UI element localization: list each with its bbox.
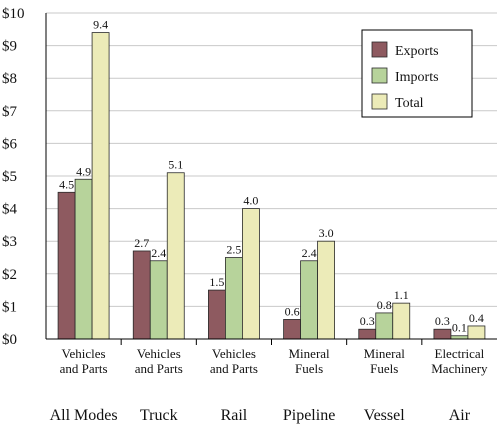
data-label: 0.4 bbox=[469, 311, 484, 325]
data-label: 0.1 bbox=[452, 321, 467, 335]
legend: Exports Imports Total bbox=[361, 29, 473, 118]
bar-total bbox=[467, 325, 486, 340]
data-label: 9.4 bbox=[93, 18, 108, 32]
bar-total bbox=[242, 208, 260, 340]
data-label: 2.5 bbox=[226, 243, 241, 257]
data-label: 1.5 bbox=[209, 275, 224, 289]
bar-imports bbox=[149, 260, 168, 340]
category-label: Mineral bbox=[289, 346, 331, 361]
y-tick-label: $1 bbox=[2, 299, 17, 315]
group-label: Rail bbox=[221, 407, 248, 424]
data-label: 4.9 bbox=[76, 164, 91, 178]
y-tick-label: $4 bbox=[2, 202, 18, 218]
data-labels: 4.54.99.42.72.45.11.52.54.00.62.43.00.30… bbox=[59, 18, 484, 335]
data-label: 5.1 bbox=[168, 158, 183, 172]
data-label: 2.4 bbox=[151, 246, 166, 260]
y-tick-label: $5 bbox=[2, 169, 17, 185]
group-label: Truck bbox=[140, 407, 178, 424]
legend-swatch-exports bbox=[371, 41, 388, 58]
legend-label-total: Total bbox=[395, 96, 424, 111]
bar-exports bbox=[358, 328, 377, 340]
category-label: and Parts bbox=[135, 361, 183, 376]
bar-total bbox=[317, 240, 335, 340]
data-label: 1.1 bbox=[394, 288, 409, 302]
y-tick-label: $7 bbox=[2, 104, 18, 120]
y-axis: $0 $1 $2 $3 $4 $5 $6 $7 $8 $9 $10 bbox=[2, 6, 47, 348]
data-label: 4.0 bbox=[243, 194, 258, 208]
data-label: 2.7 bbox=[134, 236, 149, 250]
category-label: and Parts bbox=[60, 361, 108, 376]
bar-imports bbox=[225, 257, 243, 340]
y-tick-label: $0 bbox=[2, 332, 17, 348]
bar-imports bbox=[300, 260, 318, 340]
category-label: and Parts bbox=[210, 361, 258, 376]
y-tick-label: $6 bbox=[2, 136, 18, 152]
data-label: 0.3 bbox=[360, 314, 375, 328]
bar-exports bbox=[283, 319, 301, 340]
y-tick-label: $3 bbox=[2, 234, 17, 250]
bar-total bbox=[166, 172, 185, 340]
category-label: Mineral bbox=[364, 346, 406, 361]
group-label: Air bbox=[449, 407, 471, 424]
bar-exports bbox=[57, 191, 76, 340]
data-label: 0.3 bbox=[435, 314, 450, 328]
category-label: Fuels bbox=[370, 361, 398, 376]
bar-exports bbox=[132, 250, 151, 340]
data-label: 3.0 bbox=[319, 226, 334, 240]
data-label: 2.4 bbox=[302, 246, 317, 260]
category-label: Vehicles bbox=[62, 346, 106, 361]
group-label: Pipeline bbox=[283, 407, 335, 424]
y-tick-label: $2 bbox=[2, 267, 17, 283]
bar-total bbox=[392, 302, 411, 340]
data-label: 0.6 bbox=[285, 304, 300, 318]
y-tick-label: $10 bbox=[2, 6, 25, 22]
bar-exports bbox=[208, 289, 226, 340]
bar-total bbox=[91, 32, 110, 340]
bar-exports bbox=[433, 328, 452, 340]
legend-swatch-imports bbox=[371, 67, 388, 84]
y-tick-label: $8 bbox=[2, 71, 17, 87]
gridlines bbox=[46, 12, 497, 307]
data-label: 4.5 bbox=[59, 177, 74, 191]
bar-imports bbox=[375, 312, 394, 340]
category-label: Fuels bbox=[295, 361, 323, 376]
legend-label-exports: Exports bbox=[395, 44, 439, 59]
category-label: Machinery bbox=[431, 361, 488, 376]
bar-imports bbox=[74, 178, 93, 340]
group-label: All Modes bbox=[50, 407, 118, 424]
category-label: Electrical bbox=[435, 346, 485, 361]
legend-swatch-total bbox=[371, 93, 388, 110]
category-label: Vehicles bbox=[212, 346, 256, 361]
y-tick-label: $9 bbox=[2, 39, 17, 55]
category-label: Vehicles bbox=[137, 346, 181, 361]
data-label: 0.8 bbox=[377, 298, 392, 312]
legend-label-imports: Imports bbox=[395, 70, 439, 85]
group-label: Vessel bbox=[364, 407, 405, 424]
